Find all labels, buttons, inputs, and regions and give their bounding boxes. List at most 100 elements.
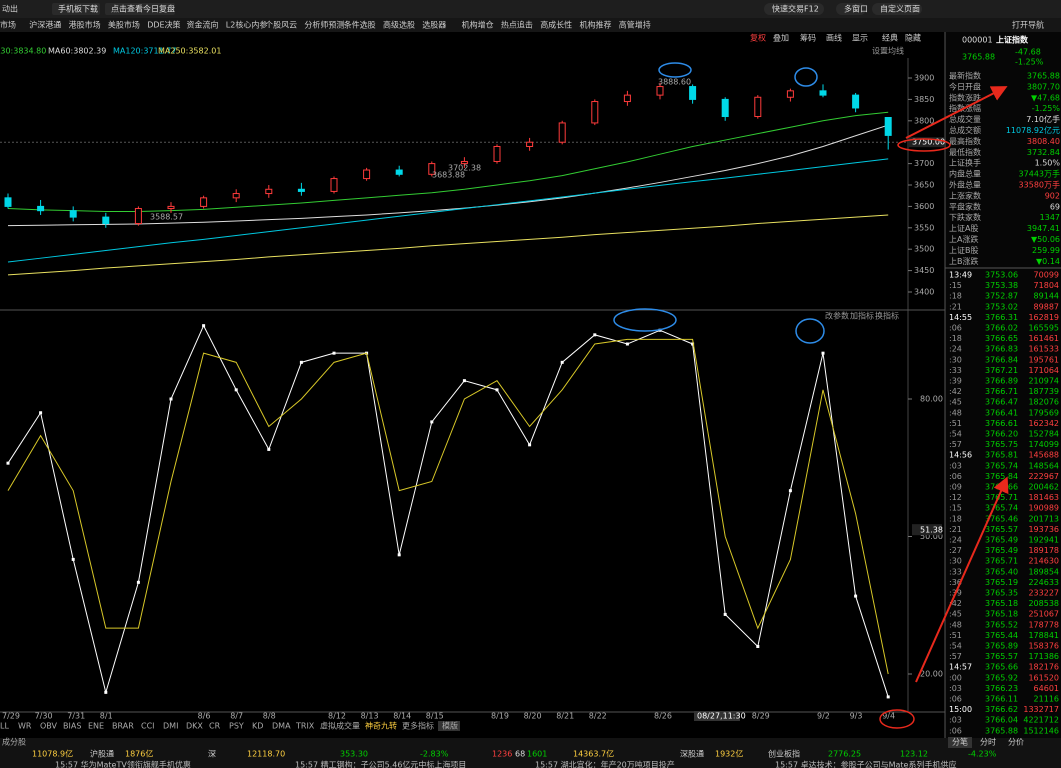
button[interactable]: 手机板下载 (58, 4, 98, 14)
tick-price: 3765.18 (985, 599, 1018, 608)
indicator-tab[interactable]: KD (252, 722, 263, 731)
tick-price: 3765.74 (985, 461, 1018, 470)
candle-body (363, 169, 371, 180)
y-tick-label: 3800 (914, 116, 934, 125)
tick-volume: 193736 (1028, 525, 1059, 534)
cursor-box (694, 711, 740, 721)
menu-item[interactable]: 打开导航 (1012, 20, 1044, 30)
menu-item[interactable]: 分析师预测 (304, 20, 344, 30)
kd-point (854, 594, 858, 598)
menu-item[interactable]: L2核心内参 (226, 20, 268, 30)
indicator-tab[interactable]: BRAR (112, 722, 134, 731)
tick-price: 3766.83 (985, 345, 1018, 354)
tool-button[interactable]: 隐藏 (905, 33, 921, 43)
menu-item[interactable]: 高级选股 (383, 20, 415, 30)
indicator-tab[interactable]: ENE (88, 722, 104, 731)
cursor-date: 08/27,11:30 (697, 712, 746, 721)
side-tab[interactable]: 分时 (980, 737, 996, 747)
indicator-tab[interactable]: BIAS (63, 722, 81, 731)
kd-line (7, 324, 889, 698)
indicator-tab[interactable]: 神奇九转 (365, 721, 397, 731)
legend-entry: MA30:3834.80 (0, 47, 46, 56)
button[interactable]: 快速交易F12 (772, 4, 819, 14)
tick-time: :48 (949, 408, 962, 417)
menu-item[interactable]: 高成长性 (540, 20, 572, 30)
candle-body (754, 96, 762, 118)
tool-button[interactable]: 画线 (826, 33, 842, 43)
tick-price: 3766.41 (985, 408, 1018, 417)
candle-body (819, 90, 827, 96)
indicator-tool[interactable]: 加指标 (850, 311, 874, 321)
price-annotation: 3683.88 (432, 171, 465, 180)
price-annotation: 3888.60 (658, 78, 691, 87)
tool-button[interactable]: 经典 (882, 33, 898, 43)
tick-price: 3765.40 (985, 567, 1018, 576)
indicator-tab[interactable]: WR (18, 722, 32, 731)
tick-price: 3765.81 (985, 451, 1018, 460)
indicator-tool[interactable]: 换指标 (875, 311, 899, 321)
indicator-tab[interactable]: CR (209, 722, 221, 731)
indicator-tab[interactable]: DMA (272, 722, 291, 731)
tick-volume: 222967 (1028, 472, 1059, 481)
menu-item[interactable]: 条件选股 (344, 20, 376, 30)
menu-item[interactable]: 高管增持 (619, 20, 651, 30)
button[interactable]: 自定义页面 (880, 4, 920, 14)
indicator-tab[interactable]: 模版 (442, 721, 458, 731)
indicator-tool[interactable]: 改参数 (825, 311, 849, 321)
button[interactable]: 多窗口 (844, 4, 868, 14)
indicator-tab[interactable]: LL (0, 722, 9, 731)
kd-point (104, 690, 108, 694)
indicator-tab[interactable]: PSY (229, 722, 244, 731)
stat-value: 7.10亿手 (1026, 114, 1060, 124)
indicator-tab[interactable]: DKX (186, 722, 203, 731)
button-bg (764, 3, 824, 15)
highlight-ellipse (658, 62, 692, 78)
tick-price: 3765.49 (985, 536, 1018, 545)
button-bg (52, 3, 100, 15)
tool-button[interactable]: 显示 (852, 34, 868, 43)
indicator-tab[interactable]: CCI (141, 722, 155, 731)
indicator-tab[interactable]: TRIX (295, 722, 315, 731)
side-tab[interactable]: 分价 (1008, 738, 1024, 747)
side-tab[interactable]: 分笔 (952, 737, 968, 747)
menu-item[interactable]: 资金流向 (187, 20, 219, 30)
menu-item[interactable]: 热点追击 (501, 20, 533, 30)
menu-item[interactable]: 沪深港通 (29, 20, 61, 30)
menu-item[interactable]: 个股风云 (265, 21, 297, 30)
tick-time: :09 (949, 483, 962, 492)
stat-value: 3732.84 (1027, 148, 1060, 157)
menu-item[interactable]: 选股器 (422, 20, 446, 30)
tick-volume: 162819 (1028, 313, 1059, 322)
tool-button[interactable]: 叠加 (773, 33, 789, 43)
y-tick-label: 3700 (914, 159, 934, 168)
tick-time: :57 (949, 652, 962, 661)
y-tick-label: 3850 (914, 95, 934, 104)
menu-item[interactable]: 港股市场 (69, 20, 101, 30)
x-tick-label: 7/31 (67, 712, 85, 721)
legend-entry: MA120:3711.77 (113, 47, 176, 56)
kd-point (528, 443, 532, 447)
tick-volume: 178778 (1028, 620, 1059, 629)
stat-label: 总成交额 (949, 125, 981, 135)
indicator-tab[interactable]: 更多指标 (402, 721, 434, 731)
y-tick-label: 3600 (914, 202, 934, 211)
menu-item[interactable]: 机构推荐 (580, 20, 612, 30)
button[interactable]: 点击查看今日复盘 (111, 4, 175, 14)
status-item: 1601 (527, 750, 547, 759)
menu-item[interactable]: 美股市场 (108, 20, 140, 30)
tick-time: :06 (949, 695, 962, 704)
news-ticker: 15:57 华为MateTV领衔旗舰手机优惠 (55, 760, 191, 768)
menu-item[interactable]: DDE决策 (147, 20, 180, 30)
candle-body (200, 197, 208, 207)
indicator-tab[interactable]: DMI (163, 722, 178, 731)
tool-button[interactable]: 复权 (750, 33, 766, 43)
menu-item[interactable]: 市场 (0, 20, 16, 30)
indicator-tab[interactable]: 虚拟成交量 (320, 721, 360, 731)
tick-volume: 171386 (1028, 652, 1059, 661)
stat-label: 上B涨跌 (949, 256, 979, 266)
tick-price: 3753.06 (985, 271, 1018, 280)
indicator-tab[interactable]: OBV (40, 722, 58, 731)
menu-item[interactable]: 机构增仓 (462, 20, 494, 30)
tick-time: :27 (949, 546, 962, 555)
tool-button[interactable]: 筹码 (800, 33, 816, 43)
